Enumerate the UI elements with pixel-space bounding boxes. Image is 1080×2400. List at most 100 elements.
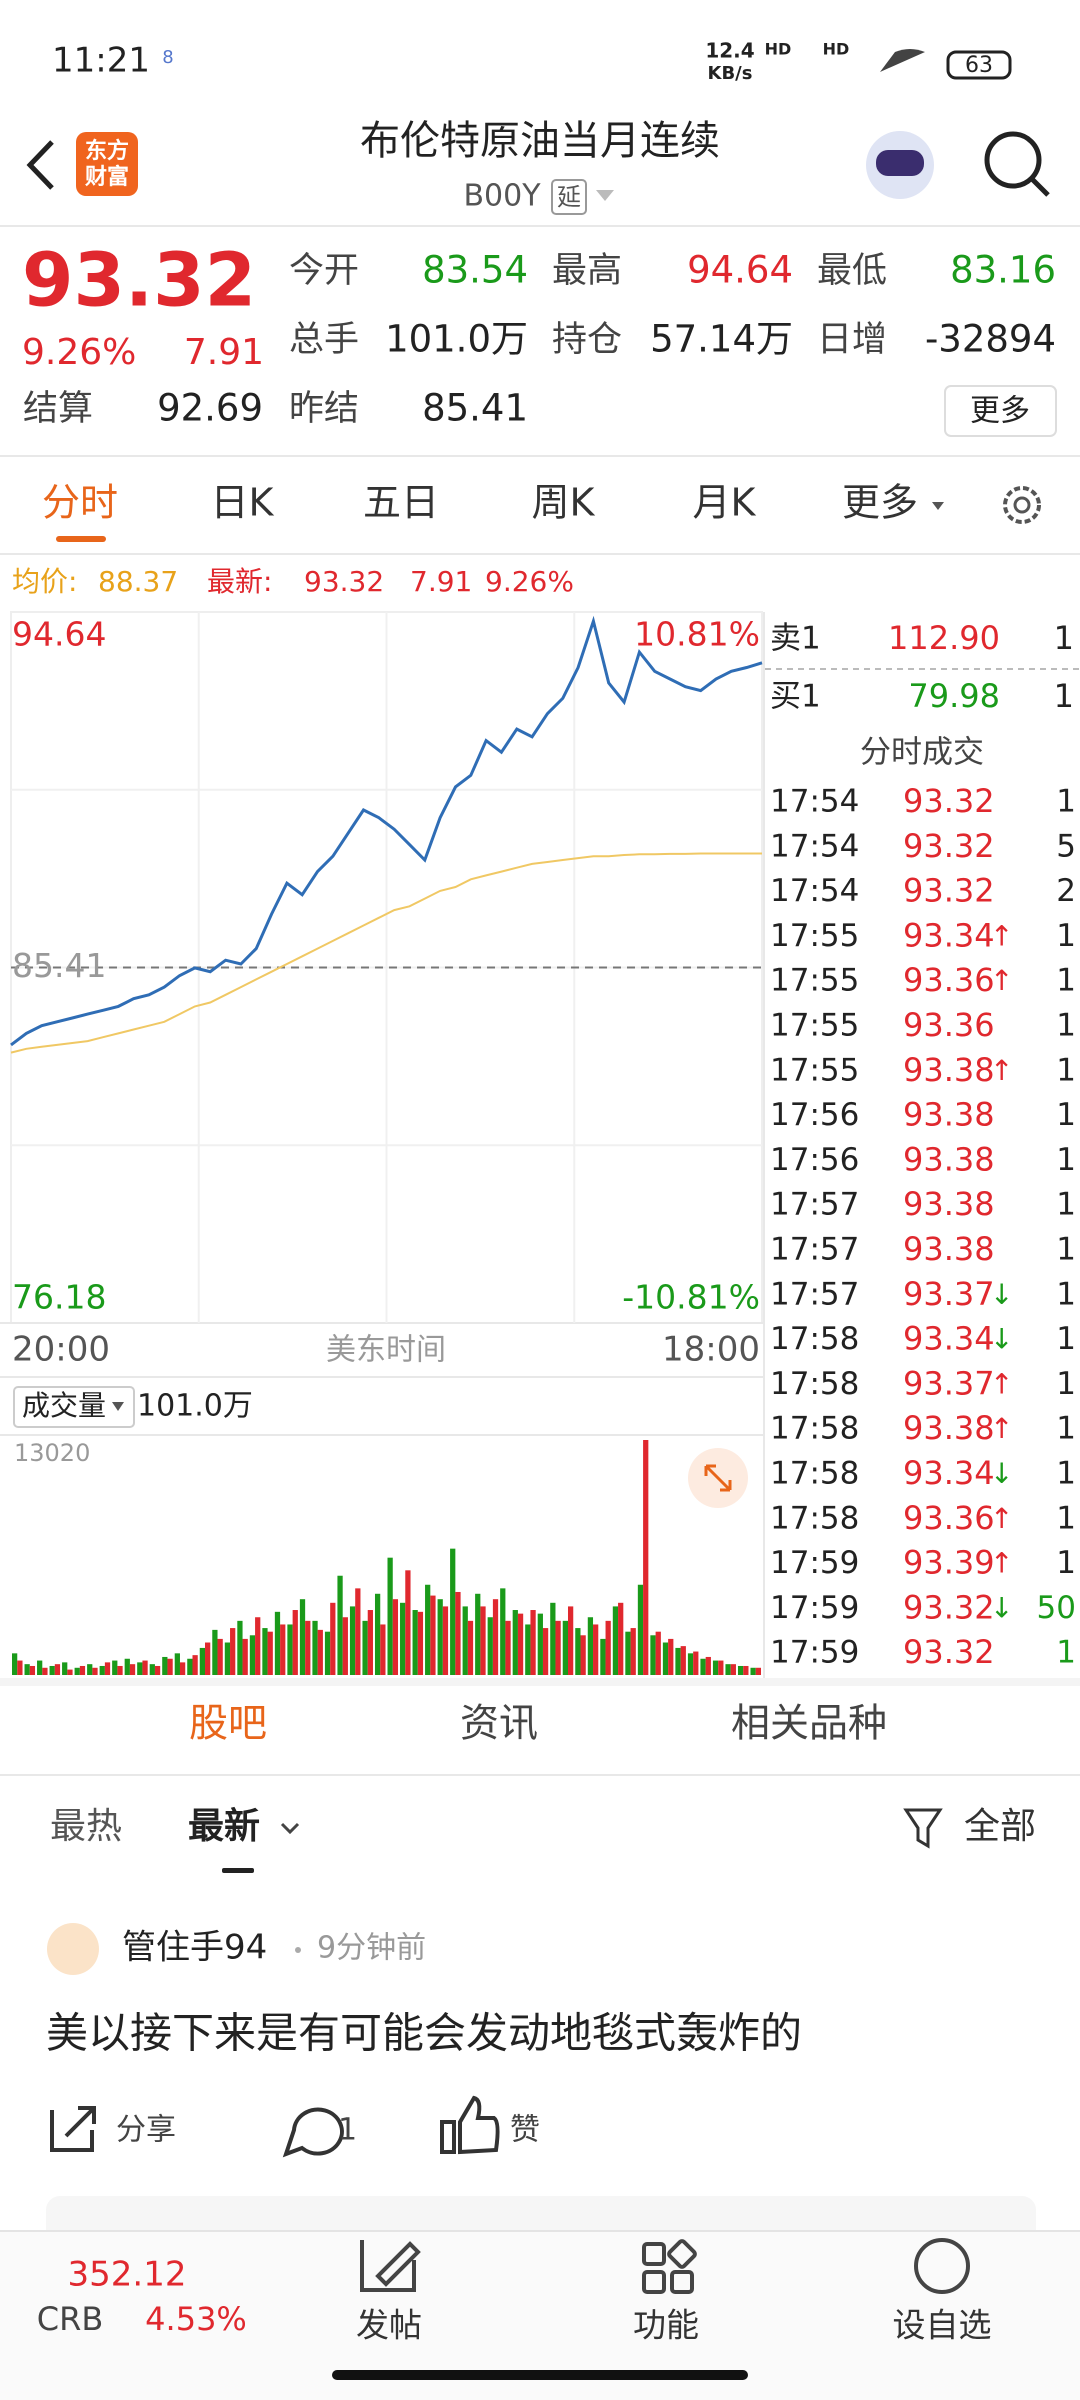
volume-selector-label[interactable]: 成交量: [22, 1389, 106, 1422]
filter-icon[interactable]: [903, 1808, 943, 1849]
chart-tab[interactable]: 日K: [211, 481, 275, 525]
index-value[interactable]: 352.12: [68, 2255, 187, 2295]
trade-price: 93.39: [903, 1544, 995, 1582]
field-value: -32894: [925, 318, 1056, 361]
like-label[interactable]: 赞: [510, 2113, 540, 2148]
volume-bar: [530, 1610, 536, 1675]
chart-tab[interactable]: 月K: [693, 481, 757, 525]
volume-total: 101.0万: [137, 1389, 253, 1424]
trade-time: 17:57: [770, 1232, 859, 1268]
function-icon-part: [670, 2270, 694, 2294]
dropdown-icon[interactable]: [596, 190, 614, 201]
avg-line: [10, 852, 762, 1054]
volume-bar: [154, 1665, 161, 1675]
comment-icon[interactable]: [282, 2107, 344, 2158]
section-tab[interactable]: 资讯: [460, 1702, 538, 1747]
section-tab[interactable]: 相关品种: [731, 1702, 887, 1747]
section-gap: [0, 1678, 1080, 1686]
field-label: 总手: [289, 320, 359, 360]
volume-bar: [87, 1664, 93, 1675]
watchlist-icon[interactable]: [914, 2238, 970, 2294]
user-avatar[interactable]: [47, 1923, 99, 1975]
volume-bar: [192, 1655, 198, 1675]
share-icon[interactable]: [50, 2106, 96, 2152]
volume-bar: [587, 1617, 594, 1675]
volume-bar: [505, 1620, 511, 1675]
volume-bar: [199, 1647, 206, 1675]
bottom-nav-label[interactable]: 设自选: [893, 2306, 992, 2345]
volume-bar: [142, 1660, 148, 1675]
bid-label: 买1: [770, 679, 821, 715]
y-right-label: -10.81%: [622, 1278, 760, 1317]
trade-time: 17:55: [770, 1008, 859, 1044]
trade-volume: 1: [1056, 963, 1076, 999]
volume-bar: [417, 1611, 424, 1675]
volume-bar: [29, 1665, 36, 1675]
volume-bar: [104, 1662, 111, 1675]
volume-bar: [512, 1610, 518, 1675]
volume-bar: [475, 1593, 481, 1675]
last-percent: 9.26%: [485, 565, 574, 598]
bottom-nav-label[interactable]: 发帖: [356, 2306, 422, 2345]
search-icon[interactable]: [984, 131, 1042, 189]
robot-face: [876, 150, 924, 176]
post-text[interactable]: 美以接下来是有可能会发动地毯式轰炸的: [46, 2009, 802, 2058]
volume-bar: [605, 1620, 611, 1675]
more-button-label[interactable]: 更多: [970, 394, 1030, 429]
bottom-nav-label[interactable]: 功能: [633, 2306, 699, 2345]
volume-bar: [480, 1606, 486, 1675]
volume-bar: [562, 1620, 568, 1675]
volume-bar: [362, 1620, 368, 1675]
x-tick-label: 20:00: [12, 1330, 110, 1370]
trade-time: 17:54: [770, 873, 859, 909]
function-icon[interactable]: [642, 2242, 666, 2266]
trade-price: 93.37: [903, 1275, 995, 1313]
volume-bar: [262, 1628, 268, 1675]
volume-bar: [337, 1575, 343, 1675]
section-tab[interactable]: 股吧: [189, 1702, 267, 1747]
dropdown-icon[interactable]: [280, 1822, 300, 1835]
more-button[interactable]: [944, 385, 1057, 437]
trade-time: 17:58: [770, 1321, 859, 1357]
field-label: 持仓: [552, 320, 622, 360]
volume-bar: [42, 1667, 48, 1675]
like-icon[interactable]: [440, 2095, 500, 2155]
volume-bar: [54, 1664, 61, 1675]
settings-icon[interactable]: [1003, 486, 1041, 524]
volume-bar: [430, 1595, 436, 1675]
delay-tag: 延: [557, 183, 581, 211]
trade-price: 93.38: [903, 1140, 995, 1178]
volume-bar: [625, 1631, 631, 1675]
filter-all[interactable]: 全部: [964, 1806, 1036, 1847]
status-time: 11:21: [52, 41, 150, 81]
back-button[interactable]: [26, 140, 54, 190]
x-tick-label: 美东时间: [326, 1333, 446, 1368]
trade-time: 17:59: [770, 1590, 859, 1626]
volume-bar: [743, 1665, 749, 1675]
chart-tab[interactable]: 更多: [842, 481, 918, 525]
post-user[interactable]: 管住手94: [122, 1928, 267, 1968]
trade-direction: ↑: [990, 1054, 1013, 1087]
chart-tab[interactable]: 周K: [532, 481, 596, 525]
volume-bar: [287, 1624, 293, 1675]
volume-bar: [668, 1638, 674, 1675]
chart-tab[interactable]: 分时: [42, 481, 118, 525]
volume-bar: [124, 1658, 130, 1675]
share-label[interactable]: 分享: [116, 2113, 176, 2148]
filter-hot[interactable]: 最热: [50, 1806, 122, 1847]
trade-volume: 1: [1056, 1545, 1076, 1581]
volume-selector[interactable]: [13, 1386, 135, 1428]
post-icon[interactable]: [360, 2240, 421, 2292]
volume-bar: [687, 1653, 694, 1675]
net-speed: 12.4: [705, 39, 754, 63]
chart-tab[interactable]: 五日: [363, 481, 439, 525]
filter-new[interactable]: 最新: [188, 1806, 260, 1847]
volume-bar: [500, 1588, 506, 1675]
comment-count[interactable]: 1: [338, 2113, 357, 2148]
volume-bar: [725, 1664, 731, 1675]
trade-time: 17:59: [770, 1545, 859, 1581]
volume-bar: [575, 1628, 581, 1675]
trade-price: 93.32: [903, 1633, 995, 1671]
volume-bar: [492, 1599, 499, 1675]
volume-bar: [299, 1599, 306, 1675]
